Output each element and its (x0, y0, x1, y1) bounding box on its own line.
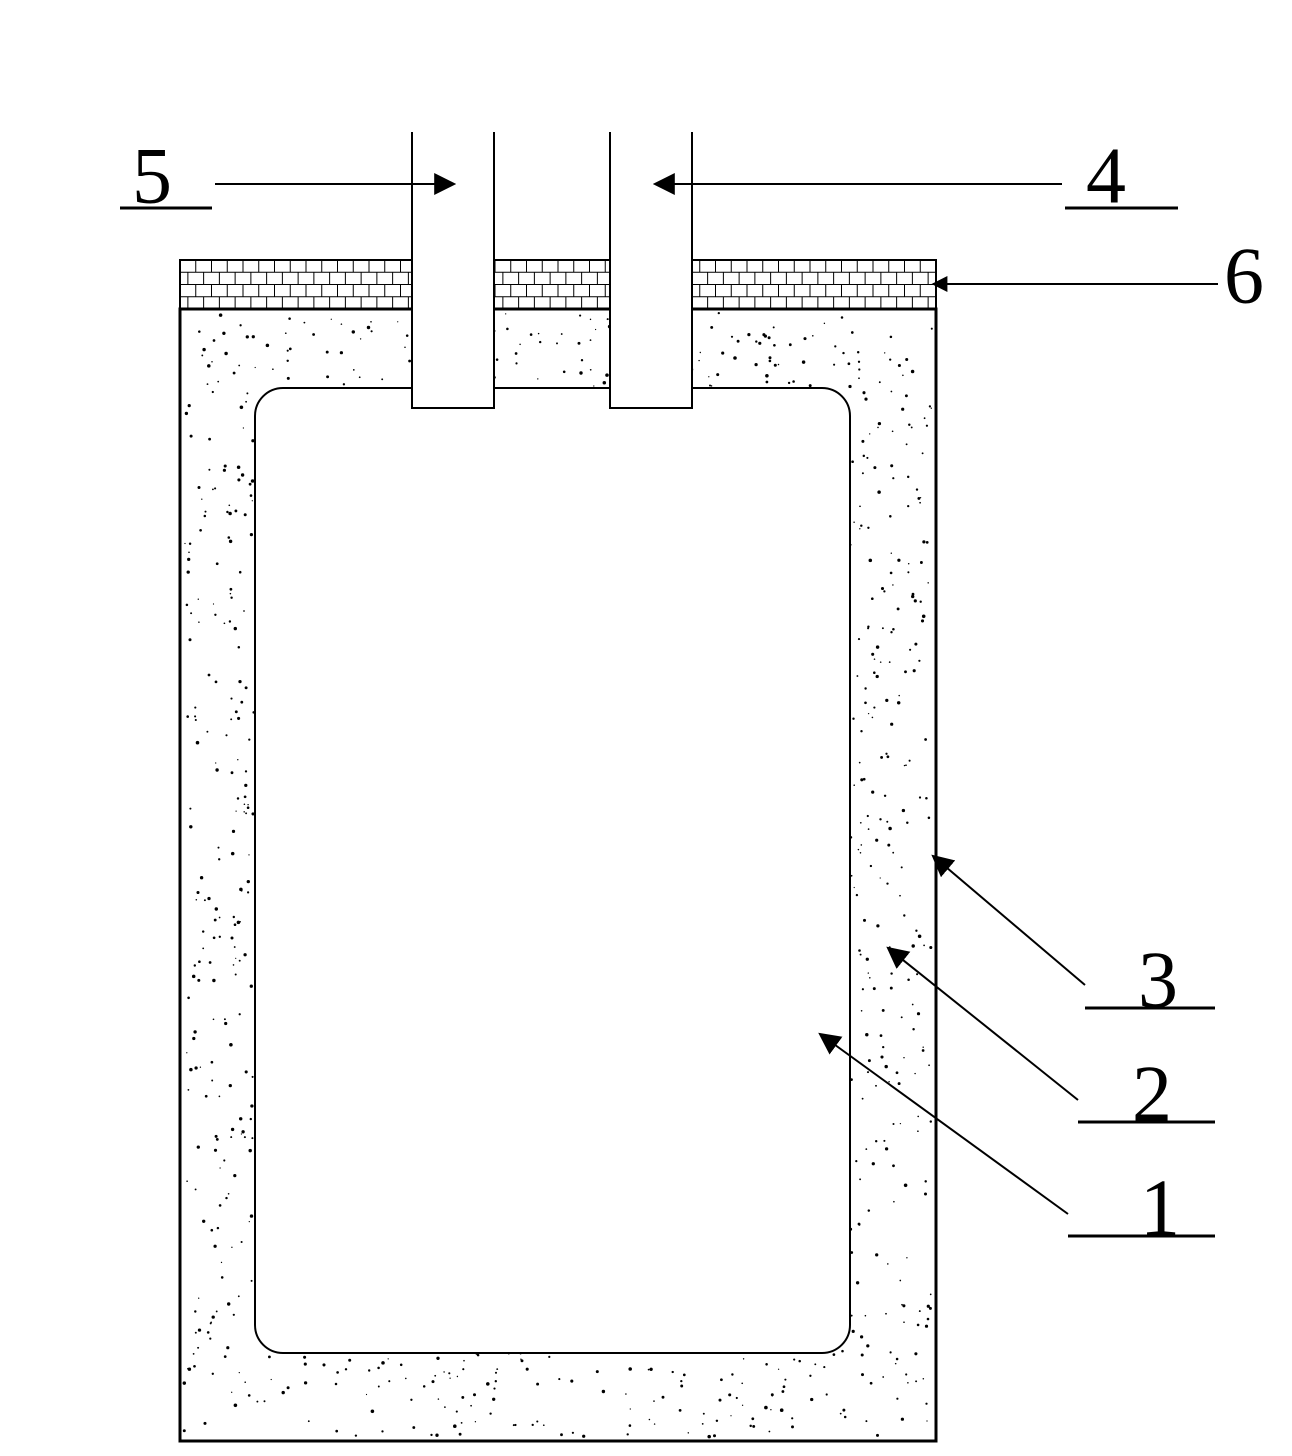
tab-right (610, 132, 692, 408)
label-l6: 6 (1224, 232, 1264, 320)
label-l1: 1 (1140, 1164, 1180, 1252)
tab-left (412, 132, 494, 408)
inner-cavity (255, 388, 850, 1353)
top-band (180, 260, 936, 309)
label-l5: 5 (132, 132, 172, 220)
leader-a3 (933, 856, 1085, 985)
label-l3: 3 (1138, 936, 1178, 1024)
label-l4: 4 (1086, 132, 1126, 220)
label-l2: 2 (1132, 1050, 1172, 1138)
leader-a2 (888, 948, 1078, 1100)
